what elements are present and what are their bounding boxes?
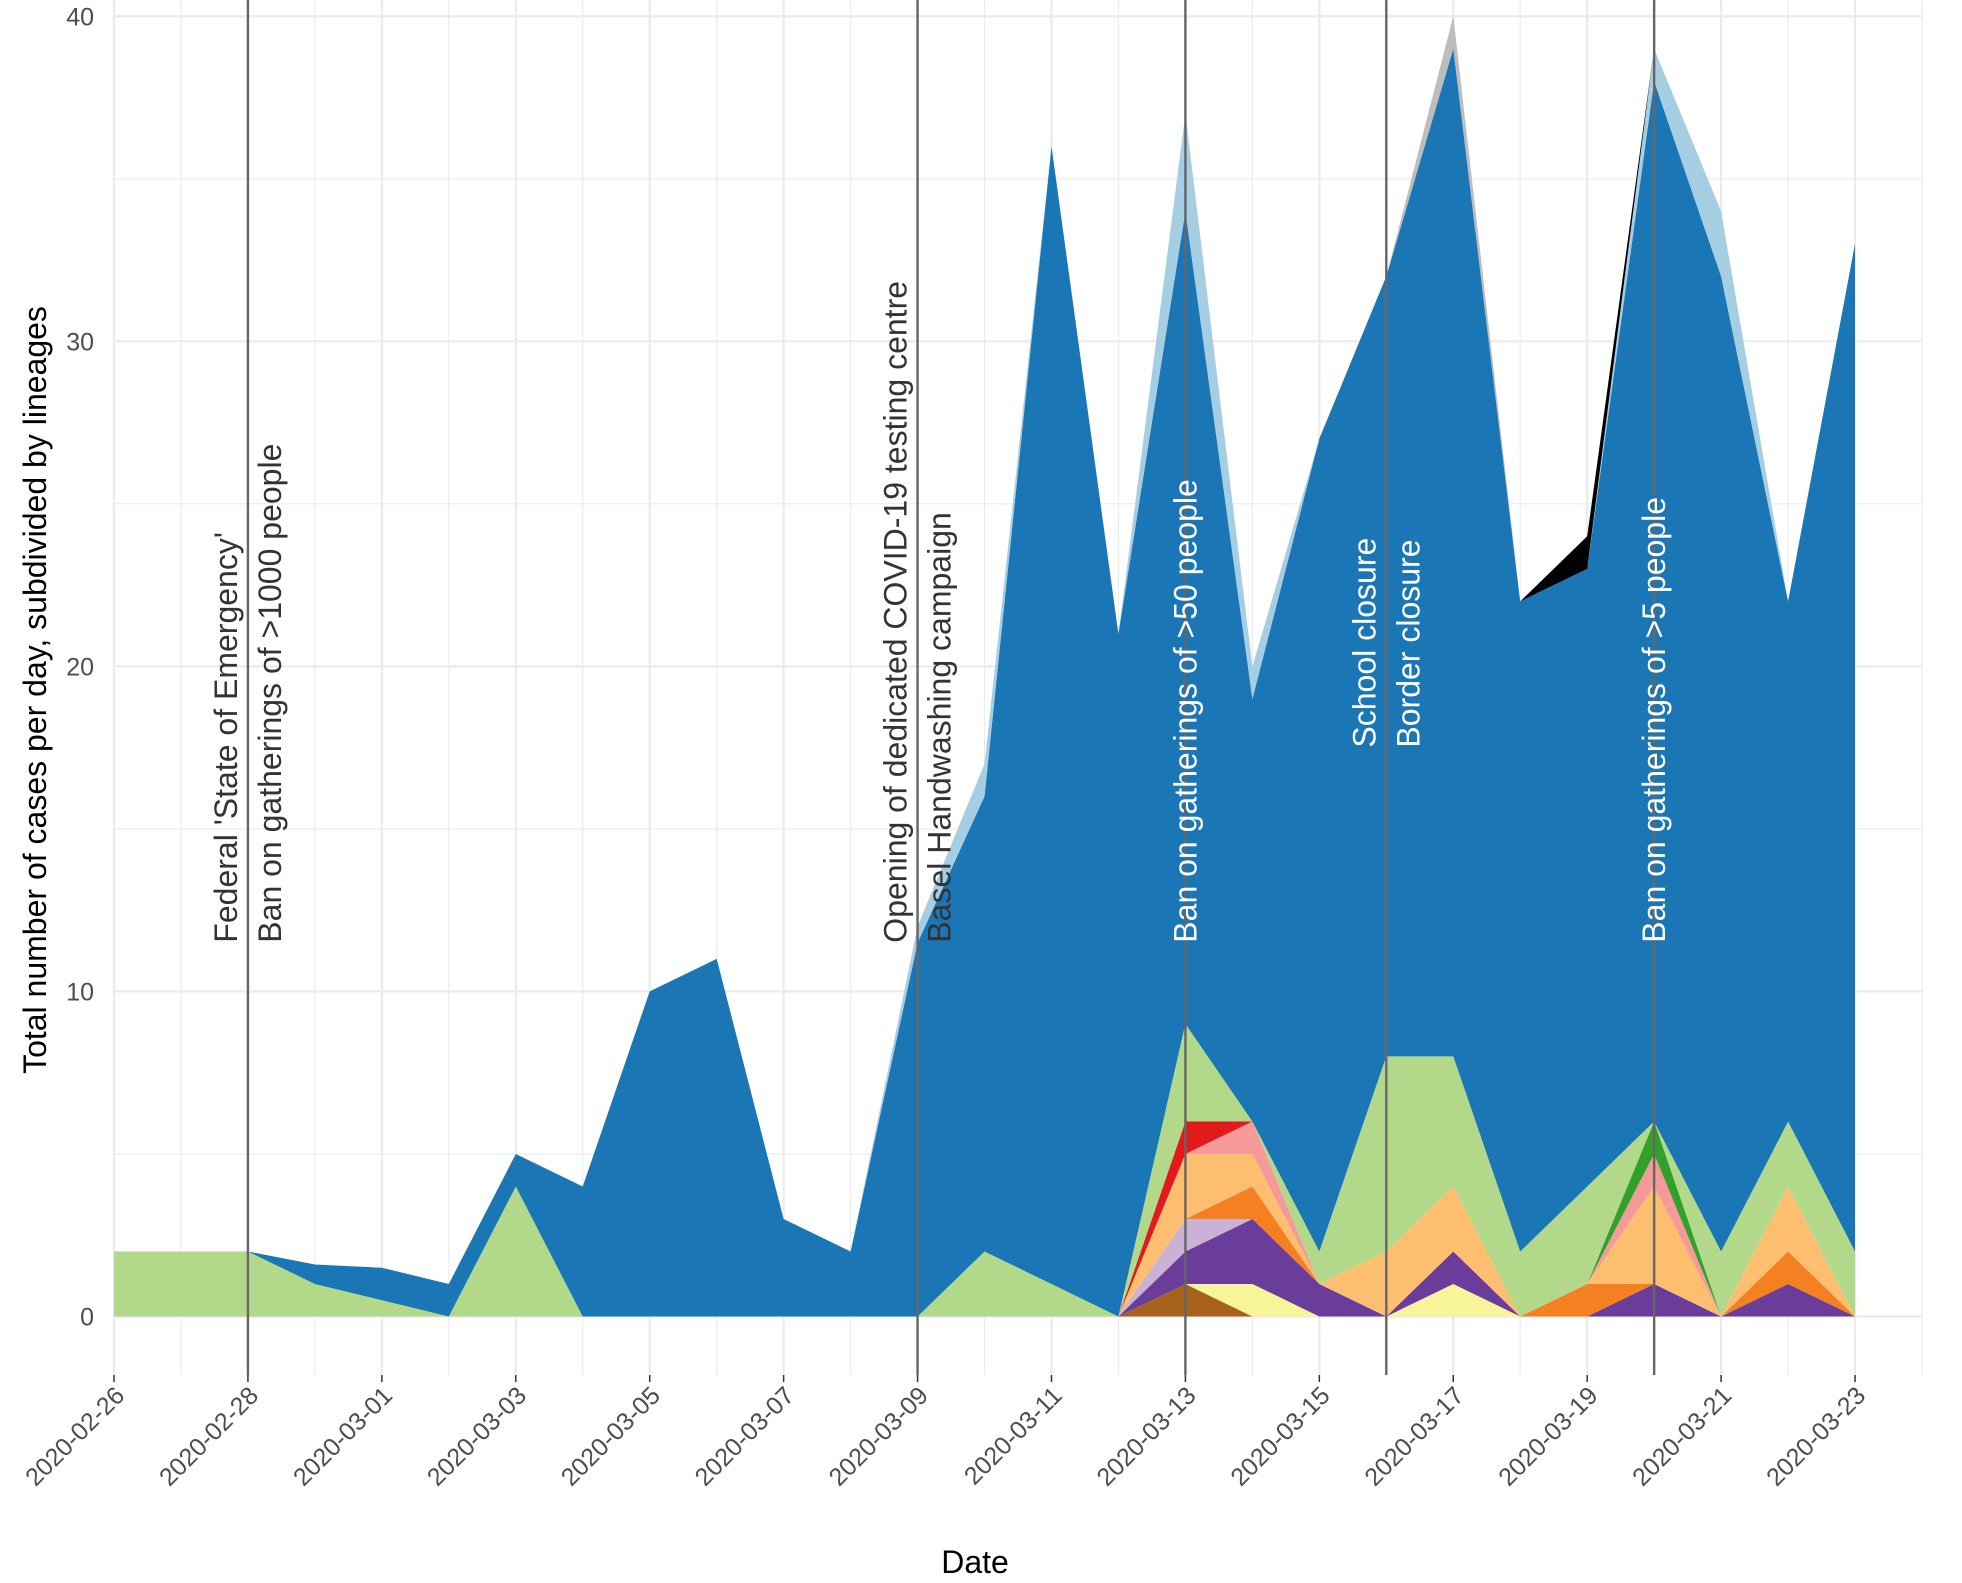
x-tick-label: 2020-03-05: [556, 1381, 666, 1491]
event-label: Ban on gatherings of >50 people: [1167, 479, 1203, 942]
event-label: Ban on gatherings of >5 people: [1636, 497, 1672, 943]
x-tick-label: 2020-02-26: [20, 1381, 130, 1491]
y-tick-label: 40: [66, 3, 94, 31]
y-axis-ticks: 0 10 20 30 40: [66, 3, 94, 1331]
y-axis-label: Total number of cases per day, subdivide…: [17, 306, 53, 1074]
x-tick-label: 2020-03-23: [1761, 1381, 1871, 1491]
series-areas: [114, 16, 1855, 1317]
x-tick-label: 2020-03-15: [1225, 1381, 1335, 1491]
area-series-3: [114, 1219, 1855, 1317]
x-tick-label: 2020-03-13: [1091, 1381, 1201, 1491]
x-tick-label: 2020-03-17: [1359, 1381, 1469, 1491]
x-axis-label: Date: [941, 1544, 1009, 1580]
event-markers: Federal 'State of Emergency' Ban on gathe…: [208, 0, 1672, 1375]
event-label: Federal 'State of Emergency': [208, 532, 244, 943]
x-tick-label: 2020-03-21: [1627, 1381, 1737, 1491]
x-tick-label: 2020-03-11: [959, 1381, 1068, 1490]
x-tick-label: 2020-02-28: [154, 1381, 264, 1491]
y-tick-label: 0: [80, 1303, 94, 1331]
y-tick-label: 20: [66, 653, 94, 681]
area-series-10: [114, 1023, 1855, 1317]
x-tick-label: 2020-03-03: [422, 1381, 532, 1491]
event-label: Opening of dedicated COVID-19 testing ce…: [878, 281, 914, 943]
area-series-2: [114, 1284, 1855, 1317]
x-axis-ticks: 2020-02-26 2020-02-28 2020-03-01 2020-03-03…: [20, 1375, 1871, 1492]
area-series-6: [114, 1154, 1855, 1317]
x-tick-label: 2020-03-07: [690, 1381, 800, 1491]
x-tick-label: 2020-03-01: [288, 1381, 398, 1491]
event-label: Ban on gatherings of >1000 people: [252, 444, 288, 943]
x-tick-label: 2020-03-19: [1493, 1381, 1603, 1491]
y-tick-label: 10: [66, 978, 94, 1006]
area-series-11: [114, 48, 1855, 1317]
y-tick-label: 30: [66, 328, 94, 356]
event-label: Border closure: [1390, 540, 1426, 748]
event-label: Basel Handwashing campaign: [922, 512, 958, 942]
event-label: School closure: [1346, 538, 1382, 748]
x-tick-label: 2020-03-09: [824, 1381, 934, 1491]
